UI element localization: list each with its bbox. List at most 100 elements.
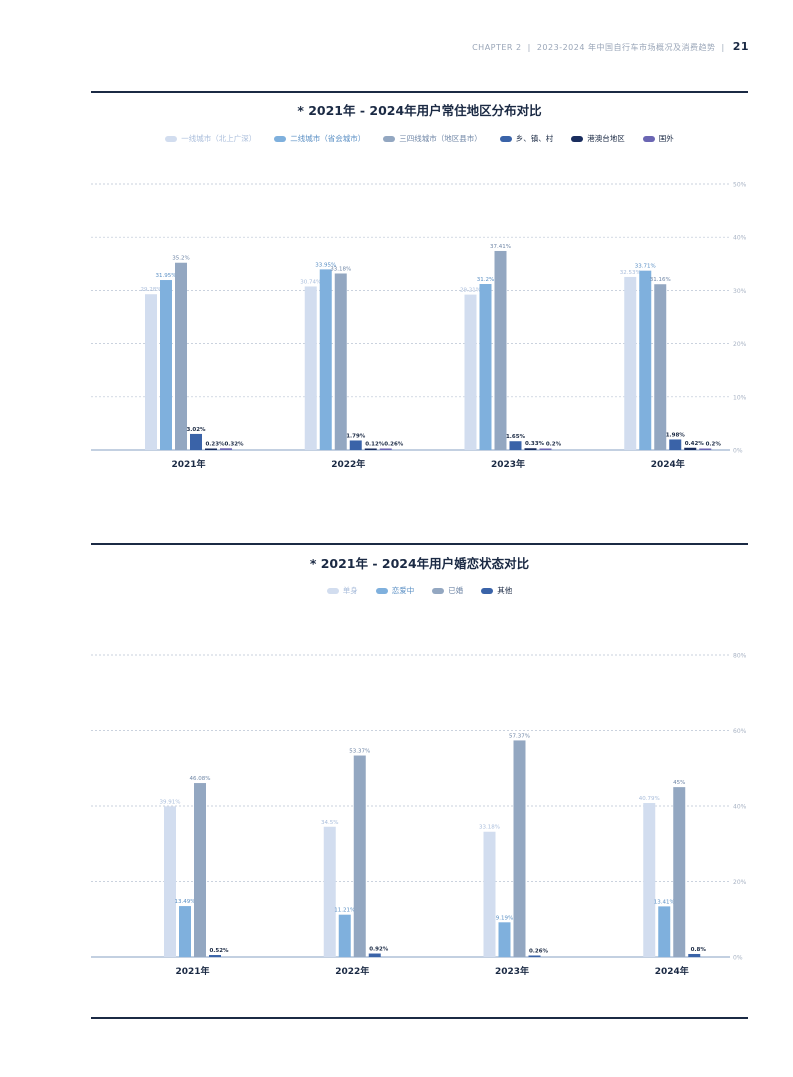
legend-swatch [571, 135, 584, 142]
x-tick-label: 2021年 [171, 458, 205, 470]
bar [364, 448, 377, 450]
bar [688, 953, 701, 957]
x-tick-label: 2024年 [651, 458, 685, 470]
legend-label: 恋爱中 [391, 586, 415, 595]
bar [524, 448, 537, 450]
bar [194, 783, 206, 957]
legend-swatch [432, 587, 445, 594]
bar [654, 284, 667, 450]
legend-label: 港澳台地区 [587, 134, 625, 143]
bar [220, 448, 232, 450]
x-tick-label: 2021年 [175, 965, 209, 977]
data-label: 0.42% [685, 441, 705, 447]
bar [160, 280, 172, 450]
data-label: 0.52% [209, 948, 229, 954]
chart2-legend: 单身 恋爱中 已婚 其他 [91, 585, 748, 596]
bottom-rule [91, 1017, 748, 1019]
data-label: 32.53% [620, 270, 641, 276]
legend-swatch [274, 135, 287, 142]
bar [483, 831, 496, 957]
bar [479, 284, 492, 450]
y-tick-label: 20% [733, 341, 747, 348]
bar [349, 440, 362, 450]
data-label: 30.74% [300, 279, 321, 285]
bar [353, 755, 366, 957]
legend-label: 已婚 [448, 586, 464, 595]
bar [205, 448, 217, 450]
data-label: 0.33% [525, 441, 545, 447]
data-label: 31.95% [156, 273, 177, 279]
data-label: 0.2% [706, 442, 722, 448]
x-tick-label: 2022年 [335, 965, 369, 977]
legend-item: 已婚 [432, 585, 463, 596]
y-tick-label: 10% [733, 394, 747, 401]
legend-item: 二线城市（省会城市） [274, 133, 365, 144]
legend-item: 乡、镇、村 [499, 133, 553, 144]
data-label: 33.71% [635, 264, 656, 270]
y-tick-label: 40% [733, 804, 747, 811]
bar [464, 294, 477, 450]
bar [379, 448, 392, 450]
data-label: 13.41% [654, 899, 675, 905]
header-separator: | [721, 43, 725, 52]
chart1-top-rule [91, 91, 748, 93]
bar [190, 433, 202, 450]
data-label: 0.23% [205, 442, 225, 448]
data-label: 37.41% [490, 244, 511, 250]
legend-swatch [375, 587, 388, 594]
bar [673, 787, 686, 957]
data-label: 3.02% [186, 427, 206, 433]
chart2-top-rule [91, 543, 748, 545]
bar [334, 273, 347, 450]
bar [145, 294, 157, 450]
data-label: 0.8% [691, 947, 707, 953]
data-label: 0.2% [546, 442, 562, 448]
data-label: 1.65% [506, 434, 526, 440]
page-header: CHAPTER 2 | 2023-2024 年中国自行车市场概况及消费趋势 | 21 [472, 40, 749, 53]
bar [669, 439, 682, 450]
bar [539, 448, 552, 450]
data-label: 0.26% [384, 442, 404, 448]
chapter-label: CHAPTER 2 [472, 43, 522, 52]
bar [209, 955, 221, 957]
data-label: 0.12% [365, 442, 385, 448]
x-tick-label: 2023年 [491, 458, 525, 470]
page-number: 21 [732, 40, 749, 53]
y-tick-label: 80% [733, 653, 747, 660]
data-label: 0.92% [369, 947, 389, 953]
data-label: 0.32% [224, 441, 244, 447]
data-label: 33.18% [479, 825, 500, 831]
legend-swatch [642, 135, 655, 142]
header-title: 2023-2024 年中国自行车市场概况及消费趋势 [536, 43, 716, 52]
y-tick-label: 30% [733, 288, 747, 295]
legend-swatch [499, 135, 512, 142]
data-label: 0.26% [529, 949, 549, 955]
bar [338, 914, 351, 957]
bar [658, 906, 671, 957]
bar [624, 276, 637, 450]
y-tick-label: 20% [733, 879, 747, 886]
legend-swatch [383, 135, 396, 142]
bar [164, 806, 176, 957]
legend-label: 单身 [342, 586, 358, 595]
legend-label: 二线城市（省会城市） [290, 134, 366, 143]
data-label: 35.2% [172, 256, 189, 262]
data-label: 1.98% [666, 432, 686, 438]
bar [513, 740, 526, 957]
bar [699, 448, 712, 450]
legend-label: 其他 [497, 586, 513, 595]
data-label: 53.37% [349, 749, 370, 755]
legend-swatch [165, 135, 178, 142]
legend-label: 国外 [658, 134, 674, 143]
legend-item: 国外 [642, 133, 674, 144]
y-tick-label: 0% [733, 955, 743, 962]
data-label: 34.5% [321, 820, 338, 826]
data-label: 1.79% [346, 433, 366, 439]
data-label: 29.28% [141, 287, 162, 293]
y-tick-label: 50% [733, 182, 747, 189]
legend-item: 港澳台地区 [571, 133, 625, 144]
chart2-title: * 2021年 - 2024年用户婚恋状态对比 [309, 556, 530, 571]
legend-item: 三四线城市（地区县市） [383, 133, 482, 144]
data-label: 39.91% [160, 799, 181, 805]
legend-swatch [481, 587, 494, 594]
